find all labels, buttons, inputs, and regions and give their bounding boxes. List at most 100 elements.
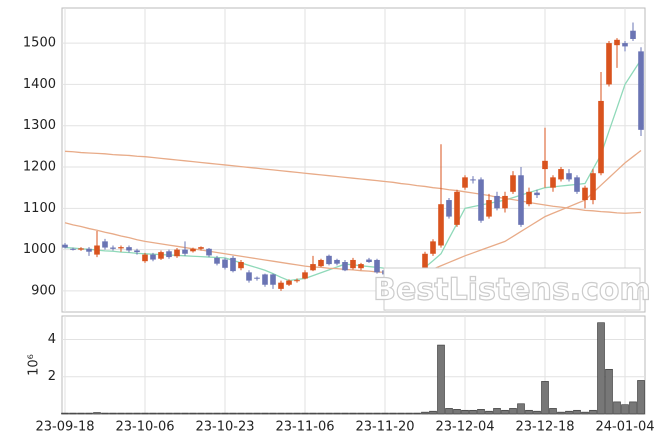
volume-bar xyxy=(189,412,197,415)
volume-bar xyxy=(541,381,549,415)
volume-bar xyxy=(85,412,93,415)
ma-line xyxy=(64,59,642,282)
volume-bar xyxy=(373,412,381,415)
candle-body xyxy=(478,179,484,221)
candle-body xyxy=(526,191,532,205)
y-tick-label: 1400 xyxy=(23,77,56,92)
volume-bar xyxy=(357,412,365,415)
volume-bar xyxy=(157,412,165,415)
candle-body xyxy=(638,51,644,130)
volume-bar xyxy=(245,412,253,415)
x-tick-label: 23-12-04 xyxy=(435,420,494,435)
volume-bar xyxy=(237,412,245,415)
x-tick-label: 23-11-20 xyxy=(355,420,414,435)
volume-bar xyxy=(533,410,541,415)
watermark-box xyxy=(383,267,641,311)
volume-bar xyxy=(557,411,565,415)
volume-bar xyxy=(325,412,333,415)
volume-bar xyxy=(509,408,517,415)
volume-bar xyxy=(317,412,325,415)
watermark: BestListens.com xyxy=(373,273,651,308)
ma-line xyxy=(64,149,642,273)
candle-body xyxy=(78,248,84,250)
y-tick-label: 1000 xyxy=(23,242,56,257)
volume-bar xyxy=(517,403,525,415)
candle-body xyxy=(174,249,180,257)
candle-body xyxy=(62,244,68,248)
y-tick-label: 1300 xyxy=(23,118,56,133)
volume-bar xyxy=(229,412,237,415)
candle-body xyxy=(446,200,452,217)
volume-bar xyxy=(565,410,573,415)
candle-body xyxy=(126,247,132,251)
volume-bar xyxy=(277,412,285,415)
candle-body xyxy=(198,247,204,249)
volume-bar xyxy=(149,412,157,415)
volume-bar xyxy=(389,412,397,415)
y-tick-label: 900 xyxy=(31,283,56,298)
volume-bar xyxy=(205,412,213,415)
candle-body xyxy=(438,204,444,246)
candle-body xyxy=(486,200,492,217)
volume-bar xyxy=(405,412,413,415)
volume-bar xyxy=(613,401,621,415)
volume-bar xyxy=(309,412,317,415)
volume-bar xyxy=(445,408,453,415)
volume-bar xyxy=(269,412,277,415)
candle-body xyxy=(558,169,564,180)
volume-bar xyxy=(493,408,501,415)
volume-bar xyxy=(253,412,261,415)
volume-bar xyxy=(477,409,485,415)
volume-bar xyxy=(109,412,117,415)
candle-body xyxy=(510,175,516,192)
volume-bar xyxy=(581,411,589,415)
candle-body xyxy=(310,264,316,271)
x-tick-label: 23-11-06 xyxy=(275,420,334,435)
candle-body xyxy=(342,262,348,271)
y-tick-label: 1200 xyxy=(23,160,56,175)
volume-bar xyxy=(421,411,429,415)
volume-bar xyxy=(621,404,629,415)
volume-bar xyxy=(93,412,101,415)
candle-body xyxy=(70,248,76,250)
candle-body xyxy=(190,248,196,252)
volume-bar xyxy=(525,409,533,415)
candle-body xyxy=(294,280,300,282)
candle-body xyxy=(614,39,620,46)
volume-bar xyxy=(461,409,469,415)
volume-bar xyxy=(501,409,509,415)
candle-body xyxy=(550,177,556,188)
candle-body xyxy=(326,255,332,265)
volume-bar xyxy=(605,368,613,415)
candle-body xyxy=(542,160,548,170)
candle-body xyxy=(86,248,92,252)
x-tick-label: 23-12-18 xyxy=(515,420,574,435)
candle-body xyxy=(206,248,212,256)
volume-bar xyxy=(301,412,309,415)
candle-body xyxy=(246,272,252,281)
volume-bar xyxy=(173,412,181,415)
volume-bar xyxy=(349,412,357,415)
volume-bar xyxy=(133,412,141,415)
volume-bar xyxy=(485,410,493,415)
candle-body xyxy=(214,257,220,264)
volume-bar xyxy=(341,412,349,415)
volume-bar xyxy=(293,412,301,415)
volume-panel xyxy=(61,315,646,415)
volume-bar xyxy=(221,412,229,415)
candle-body xyxy=(118,247,124,249)
candle-body xyxy=(142,254,148,262)
candle-body xyxy=(574,177,580,192)
candle-body xyxy=(150,254,156,260)
candle-body xyxy=(590,173,596,201)
candle-body xyxy=(454,191,460,225)
ma-line xyxy=(64,150,642,214)
volume-bar xyxy=(77,412,85,415)
volume-bar xyxy=(437,344,445,415)
volume-bar xyxy=(165,412,173,415)
candle-body xyxy=(606,43,612,85)
volume-bar xyxy=(213,412,221,415)
candle-body xyxy=(598,100,604,174)
volume-axis-label: 10⁶ xyxy=(27,354,42,376)
